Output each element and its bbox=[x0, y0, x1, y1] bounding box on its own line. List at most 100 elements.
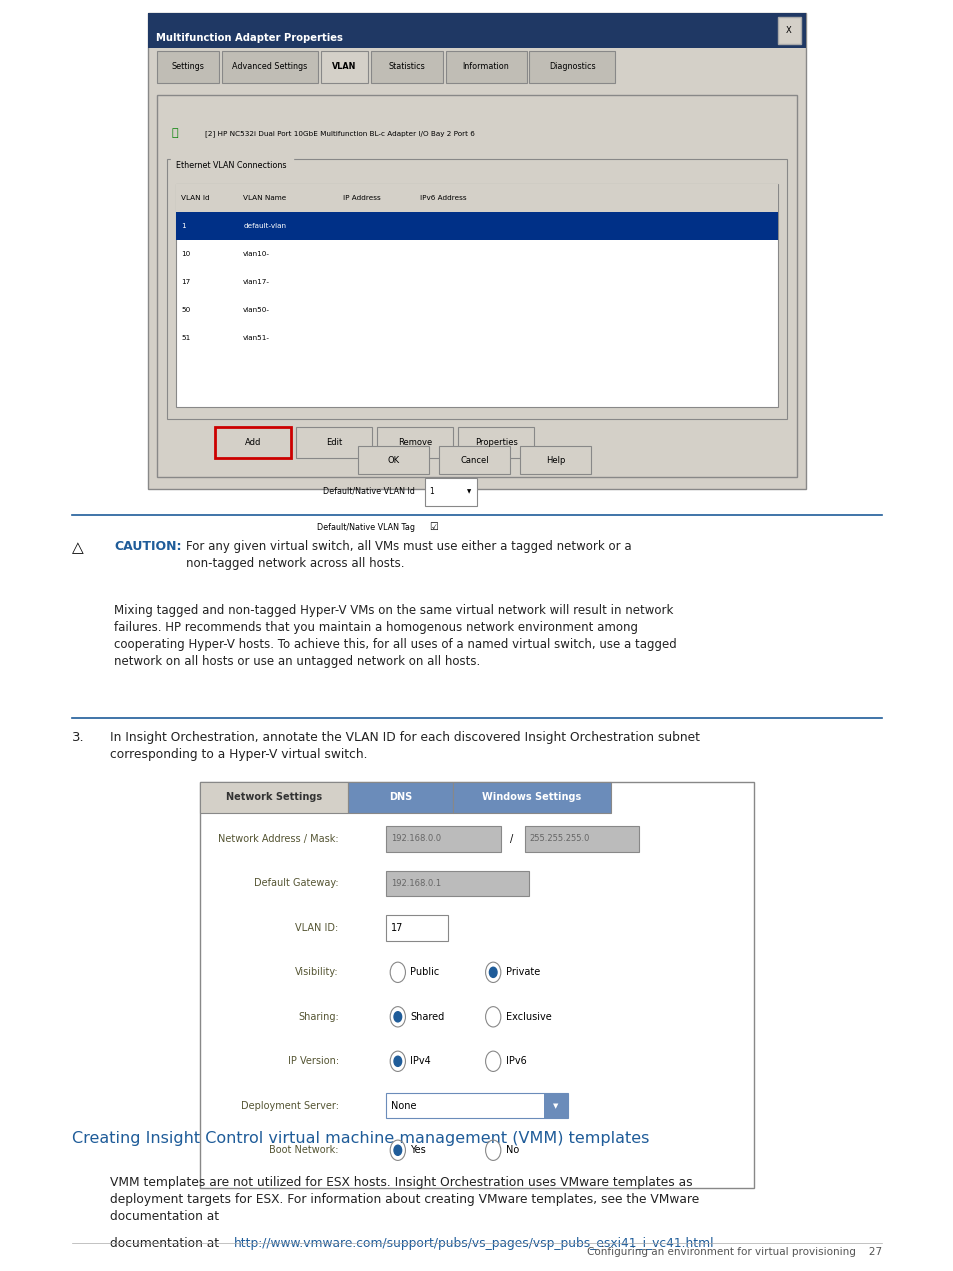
Text: CAUTION:: CAUTION: bbox=[114, 540, 182, 553]
Text: Remove: Remove bbox=[397, 437, 432, 447]
Text: Deployment Server:: Deployment Server: bbox=[240, 1101, 338, 1111]
Circle shape bbox=[394, 1012, 401, 1022]
Text: Network Address / Mask:: Network Address / Mask: bbox=[218, 834, 338, 844]
Text: 1: 1 bbox=[181, 224, 186, 229]
Text: 17: 17 bbox=[391, 923, 403, 933]
FancyBboxPatch shape bbox=[222, 51, 317, 83]
FancyBboxPatch shape bbox=[148, 13, 805, 489]
Text: IP Version:: IP Version: bbox=[287, 1056, 338, 1066]
Text: IPv6 Address: IPv6 Address bbox=[419, 196, 466, 201]
FancyBboxPatch shape bbox=[519, 446, 591, 474]
Text: Default/Native VLAN Tag: Default/Native VLAN Tag bbox=[316, 522, 415, 533]
Text: VLAN: VLAN bbox=[332, 61, 356, 71]
FancyBboxPatch shape bbox=[453, 782, 610, 813]
Text: No: No bbox=[505, 1145, 518, 1155]
Text: .: . bbox=[600, 1237, 604, 1249]
Circle shape bbox=[394, 1056, 401, 1066]
Text: Diagnostics: Diagnostics bbox=[549, 61, 595, 71]
Text: VMM templates are not utilized for ESX hosts. Insight Orchestration uses VMware : VMM templates are not utilized for ESX h… bbox=[110, 1176, 699, 1223]
FancyBboxPatch shape bbox=[167, 159, 786, 419]
FancyBboxPatch shape bbox=[176, 184, 777, 407]
Text: DNS: DNS bbox=[389, 792, 412, 802]
Text: 3.: 3. bbox=[71, 731, 84, 744]
Text: OK: OK bbox=[387, 455, 399, 465]
Text: ☑: ☑ bbox=[429, 522, 437, 533]
Text: Configuring an environment for virtual provisioning    27: Configuring an environment for virtual p… bbox=[587, 1247, 882, 1257]
Text: 📷: 📷 bbox=[172, 128, 178, 139]
FancyBboxPatch shape bbox=[176, 184, 777, 212]
Text: 192.168.0.1: 192.168.0.1 bbox=[391, 878, 441, 888]
Text: Multifunction Adapter Properties: Multifunction Adapter Properties bbox=[155, 33, 342, 43]
FancyBboxPatch shape bbox=[371, 51, 442, 83]
FancyBboxPatch shape bbox=[148, 13, 805, 48]
Text: /: / bbox=[510, 834, 513, 844]
FancyBboxPatch shape bbox=[386, 871, 529, 896]
Text: Exclusive: Exclusive bbox=[505, 1012, 551, 1022]
Text: Shared: Shared bbox=[410, 1012, 444, 1022]
Text: Settings: Settings bbox=[172, 61, 205, 71]
FancyBboxPatch shape bbox=[777, 17, 801, 44]
FancyBboxPatch shape bbox=[543, 1093, 567, 1118]
Text: IPv4: IPv4 bbox=[410, 1056, 431, 1066]
Text: IP Address: IP Address bbox=[343, 196, 381, 201]
FancyBboxPatch shape bbox=[295, 427, 372, 458]
Text: VLAN ID:: VLAN ID: bbox=[295, 923, 338, 933]
Text: vlan51-: vlan51- bbox=[243, 336, 270, 341]
FancyBboxPatch shape bbox=[200, 782, 753, 1188]
Text: Boot Network:: Boot Network: bbox=[269, 1145, 338, 1155]
Text: Advanced Settings: Advanced Settings bbox=[233, 61, 307, 71]
FancyBboxPatch shape bbox=[357, 446, 429, 474]
Text: ▼: ▼ bbox=[467, 489, 471, 494]
Text: VLAN Name: VLAN Name bbox=[243, 196, 286, 201]
Circle shape bbox=[489, 967, 497, 977]
FancyBboxPatch shape bbox=[424, 478, 476, 506]
Text: Default Gateway:: Default Gateway: bbox=[253, 878, 338, 888]
Text: Mixing tagged and non-tagged Hyper-V VMs on the same virtual network will result: Mixing tagged and non-tagged Hyper-V VMs… bbox=[114, 604, 677, 667]
FancyBboxPatch shape bbox=[157, 51, 219, 83]
Text: http://www.vmware.com/support/pubs/vs_pages/vsp_pubs_esxi41_i_vc41.html: http://www.vmware.com/support/pubs/vs_pa… bbox=[233, 1237, 714, 1249]
Text: vlan10-: vlan10- bbox=[243, 252, 270, 257]
Text: vlan50-: vlan50- bbox=[243, 308, 270, 313]
FancyBboxPatch shape bbox=[376, 427, 453, 458]
Text: X: X bbox=[785, 25, 791, 36]
FancyBboxPatch shape bbox=[386, 1093, 567, 1118]
FancyBboxPatch shape bbox=[200, 782, 348, 813]
Text: 51: 51 bbox=[181, 336, 191, 341]
Text: Statistics: Statistics bbox=[388, 61, 425, 71]
Text: For any given virtual switch, all VMs must use either a tagged network or a
non-: For any given virtual switch, all VMs mu… bbox=[186, 540, 631, 571]
Text: Yes: Yes bbox=[410, 1145, 426, 1155]
Text: 192.168.0.0: 192.168.0.0 bbox=[391, 834, 441, 844]
Text: Information: Information bbox=[462, 61, 509, 71]
FancyBboxPatch shape bbox=[157, 95, 796, 477]
Text: Private: Private bbox=[505, 967, 539, 977]
FancyBboxPatch shape bbox=[320, 51, 368, 83]
FancyBboxPatch shape bbox=[529, 51, 615, 83]
Text: 50: 50 bbox=[181, 308, 191, 313]
Text: documentation at: documentation at bbox=[110, 1237, 222, 1249]
FancyBboxPatch shape bbox=[214, 427, 291, 458]
Text: Creating Insight Control virtual machine management (VMM) templates: Creating Insight Control virtual machine… bbox=[71, 1131, 648, 1146]
FancyBboxPatch shape bbox=[524, 826, 639, 852]
FancyBboxPatch shape bbox=[176, 212, 777, 240]
Text: 17: 17 bbox=[181, 280, 191, 285]
FancyBboxPatch shape bbox=[438, 446, 510, 474]
Text: Cancel: Cancel bbox=[459, 455, 489, 465]
Text: Public: Public bbox=[410, 967, 439, 977]
Text: Add: Add bbox=[244, 437, 261, 447]
Text: Sharing:: Sharing: bbox=[297, 1012, 338, 1022]
Text: 10: 10 bbox=[181, 252, 191, 257]
Text: IPv6: IPv6 bbox=[505, 1056, 526, 1066]
Text: Network Settings: Network Settings bbox=[226, 792, 322, 802]
FancyBboxPatch shape bbox=[348, 782, 453, 813]
Text: Visibility:: Visibility: bbox=[294, 967, 338, 977]
Text: vlan17-: vlan17- bbox=[243, 280, 270, 285]
Text: 255.255.255.0: 255.255.255.0 bbox=[529, 834, 589, 844]
FancyBboxPatch shape bbox=[386, 826, 500, 852]
Text: Properties: Properties bbox=[475, 437, 517, 447]
Text: None: None bbox=[391, 1101, 416, 1111]
FancyBboxPatch shape bbox=[457, 427, 534, 458]
FancyBboxPatch shape bbox=[386, 915, 448, 941]
Text: In Insight Orchestration, annotate the VLAN ID for each discovered Insight Orche: In Insight Orchestration, annotate the V… bbox=[110, 731, 699, 761]
Text: 1: 1 bbox=[429, 487, 434, 497]
Text: Edit: Edit bbox=[325, 437, 342, 447]
